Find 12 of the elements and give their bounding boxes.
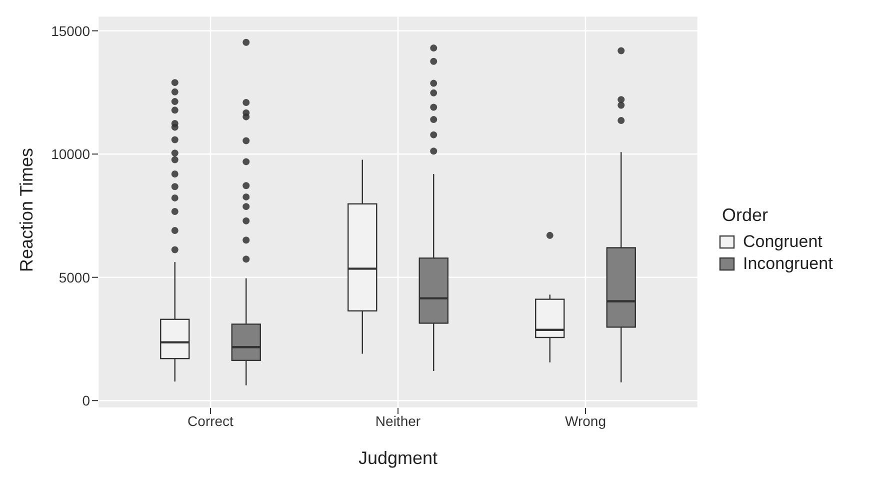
legend-label: Congruent: [743, 232, 822, 252]
x-tick-label: Correct: [188, 412, 234, 429]
y-tick-label: 5000: [58, 269, 90, 286]
y-tick-label: 0: [82, 392, 90, 409]
legend-title: Order: [722, 205, 770, 226]
y-tick-label: 15000: [51, 22, 90, 39]
y-tick-label: 10000: [51, 146, 90, 162]
x-axis-title: Judgment: [358, 448, 438, 468]
y-axis-title: Reaction Times: [16, 148, 36, 272]
legend-label: Incongruent: [743, 254, 833, 274]
x-tick-label: Wrong: [565, 412, 606, 429]
x-tick-label: Neither: [375, 412, 421, 429]
